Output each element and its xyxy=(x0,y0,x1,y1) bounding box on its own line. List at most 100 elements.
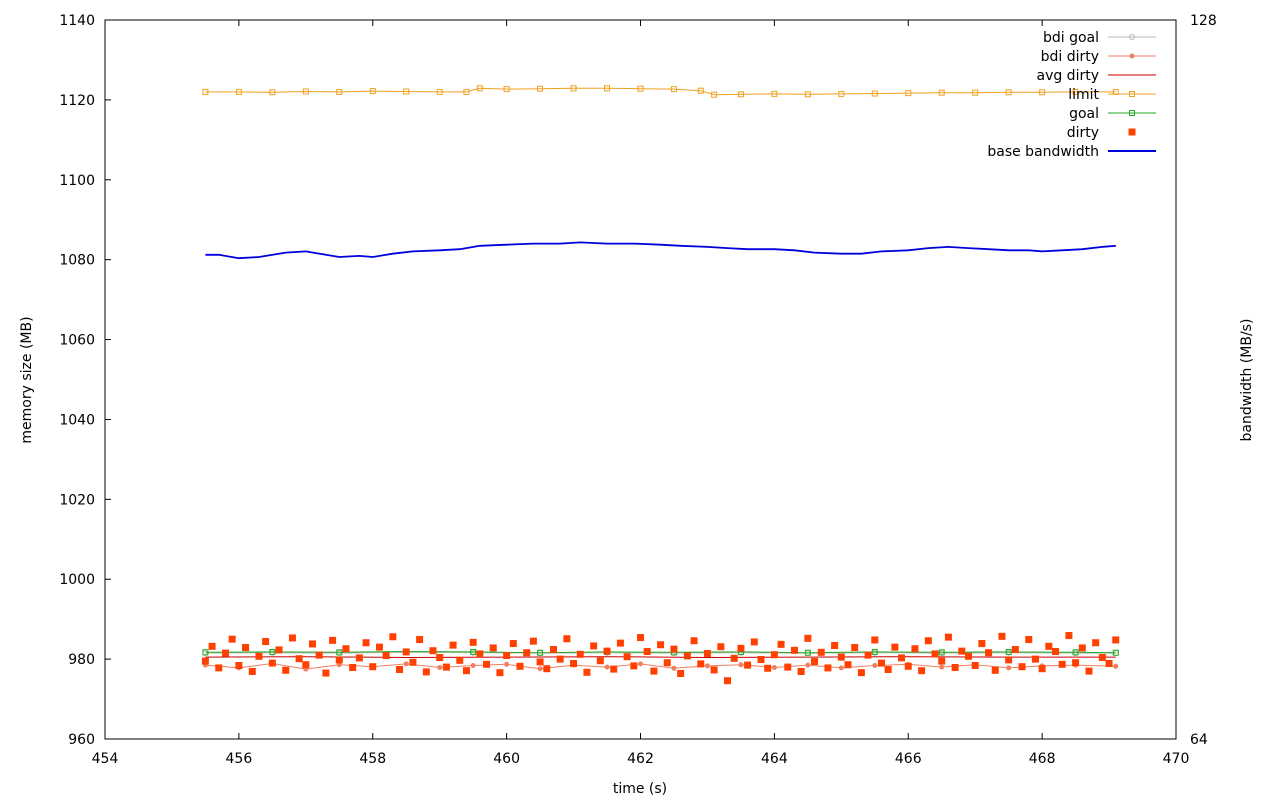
series-base-bandwidth xyxy=(205,241,1116,260)
bdi-dirty-point xyxy=(738,662,744,668)
limit-point xyxy=(972,89,979,96)
dirty-point xyxy=(978,640,986,648)
dirty-point xyxy=(516,662,524,670)
dirty-point xyxy=(208,642,216,650)
y-tick-label: 1120 xyxy=(59,93,95,109)
bdi-dirty-point xyxy=(838,665,844,671)
limit-point xyxy=(637,85,644,92)
dirty-point xyxy=(462,667,470,675)
legend-item-bdi-goal: bdi goal xyxy=(1043,30,1156,46)
dirty-point xyxy=(590,642,598,650)
dirty-point xyxy=(884,665,892,673)
limit-point xyxy=(804,91,811,98)
dirty-point xyxy=(476,650,484,658)
dirty-point xyxy=(737,644,745,652)
dirty-point xyxy=(201,657,209,665)
dirty-point xyxy=(964,652,972,660)
dirty-point xyxy=(570,660,578,668)
y-axis-ticks: 960 980 1000 1020 1040 1060 1080 1100 1120 1140 xyxy=(59,13,111,748)
dirty-point xyxy=(262,638,270,646)
dirty-point xyxy=(898,654,906,662)
dirty-point xyxy=(650,667,658,675)
legend-marker xyxy=(1129,91,1135,97)
dirty-point xyxy=(784,663,792,671)
dirty-point xyxy=(375,643,383,651)
dirty-point xyxy=(730,654,738,662)
goal-point xyxy=(537,649,544,656)
dirty-point xyxy=(1072,659,1080,667)
limit-point xyxy=(938,89,945,96)
dirty-point xyxy=(697,660,705,668)
goal-point xyxy=(1112,649,1119,656)
dirty-point xyxy=(851,644,859,652)
dirty-point xyxy=(1031,655,1039,663)
dirty-point xyxy=(442,663,450,671)
dirty-point xyxy=(563,635,571,643)
base-bandwidth-line xyxy=(205,241,1116,260)
dirty-point xyxy=(221,649,229,657)
limit-point xyxy=(235,88,242,95)
dirty-point xyxy=(703,650,711,658)
dirty-point xyxy=(616,639,624,647)
dirty-point xyxy=(322,669,330,677)
dirty-point xyxy=(349,663,357,671)
dirty-point xyxy=(469,638,477,646)
bdi-dirty-line xyxy=(205,662,1116,670)
x-tick-label: 470 xyxy=(1163,751,1190,767)
series-limit xyxy=(202,85,1119,98)
dirty-point xyxy=(677,669,685,677)
dirty-point xyxy=(877,659,885,667)
dirty-point xyxy=(583,668,591,676)
dirty-point xyxy=(938,657,946,665)
y-tick-label: 1000 xyxy=(59,572,95,588)
legend-label: goal xyxy=(1069,106,1099,122)
dirty-point xyxy=(282,666,290,674)
limit-point xyxy=(269,89,276,96)
dirty-point xyxy=(1052,648,1060,656)
dirty-point xyxy=(998,632,1006,640)
goal-point xyxy=(470,648,477,655)
dirty-point xyxy=(971,662,979,670)
dirty-point xyxy=(215,664,223,672)
goal-point xyxy=(202,649,209,656)
legend-item-bdi-dirty: bdi dirty xyxy=(1041,49,1156,65)
dirty-point xyxy=(1025,636,1033,644)
goal-point xyxy=(871,648,878,655)
dirty-point xyxy=(576,650,584,658)
y-tick-label: 980 xyxy=(68,652,95,668)
limit-point xyxy=(302,88,309,95)
y2-tick-label: 64 xyxy=(1190,732,1208,748)
limit-point xyxy=(771,90,778,97)
y-tick-label: 1040 xyxy=(59,412,95,428)
legend-item-goal: goal xyxy=(1069,106,1156,122)
dirty-point xyxy=(1092,639,1100,647)
legend-label: bdi goal xyxy=(1043,30,1099,46)
x-tick-label: 460 xyxy=(493,751,520,767)
dirty-point xyxy=(543,665,551,673)
dirty-point xyxy=(536,658,544,666)
limit-point xyxy=(537,85,544,92)
limit-point xyxy=(403,88,410,95)
dirty-point xyxy=(770,651,778,659)
dirty-point xyxy=(864,651,872,659)
bdi-dirty-point xyxy=(872,663,878,669)
goal-point xyxy=(804,649,811,656)
dirty-point xyxy=(717,643,725,651)
dirty-point xyxy=(416,636,424,644)
dirty-point xyxy=(764,664,772,672)
dirty-point xyxy=(549,646,557,654)
dirty-point xyxy=(630,662,638,670)
dirty-point xyxy=(396,665,404,673)
series-dirty xyxy=(201,632,1120,685)
dirty-point xyxy=(295,655,303,663)
dirty-point xyxy=(288,634,296,642)
dirty-point xyxy=(623,653,631,661)
dirty-point xyxy=(757,656,765,664)
dirty-point xyxy=(724,677,732,685)
dirty-point xyxy=(951,663,959,671)
dirty-point xyxy=(643,648,651,656)
dirty-point xyxy=(777,640,785,648)
dirty-point xyxy=(436,654,444,662)
y-tick-label: 960 xyxy=(68,732,95,748)
legend-item-base-bandwidth: base bandwidth xyxy=(987,144,1156,160)
